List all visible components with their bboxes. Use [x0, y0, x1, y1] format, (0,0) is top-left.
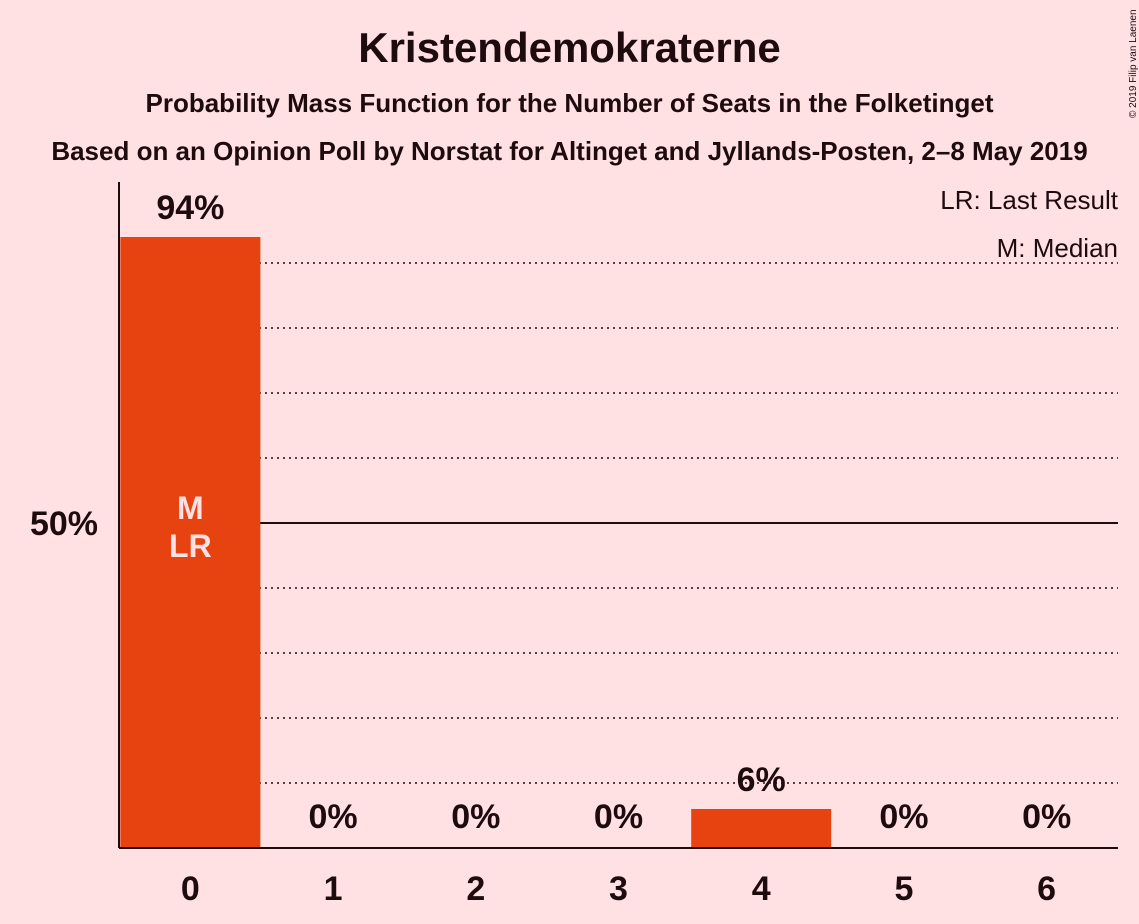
chart-subtitle: Probability Mass Function for the Number… [145, 88, 994, 118]
axes [118, 182, 1118, 849]
value-label-5: 0% [879, 798, 928, 836]
x-tick-label-4: 4 [752, 870, 771, 908]
x-tick-label-3: 3 [609, 870, 628, 908]
value-label-2: 0% [451, 798, 500, 836]
x-tick-label-6: 6 [1037, 870, 1056, 908]
value-label-4: 6% [737, 761, 786, 799]
bar-annotation-lr: LR [169, 528, 212, 564]
bars [120, 237, 832, 848]
legend-last-result: LR: Last Result [940, 185, 1119, 215]
bar-0 [120, 237, 261, 848]
x-tick-label-0: 0 [181, 870, 200, 908]
y-tick-label: 50% [30, 505, 98, 543]
tick-labels: 50% 0 1 2 3 4 5 6 [30, 505, 1056, 908]
gridlines [259, 262, 1118, 784]
legend: LR: Last Result M: Median [940, 185, 1119, 263]
value-label-3: 0% [594, 798, 643, 836]
chart-source: Based on an Opinion Poll by Norstat for … [51, 136, 1088, 166]
value-label-0: 94% [156, 189, 224, 227]
x-tick-label-5: 5 [894, 870, 913, 908]
value-label-1: 0% [309, 798, 358, 836]
value-label-6: 0% [1022, 798, 1071, 836]
bar-4 [691, 809, 832, 848]
x-tick-label-1: 1 [324, 870, 343, 908]
value-labels: 94% MLR 0% 0% 0% 6% 0% 0% [156, 189, 1071, 836]
legend-median: M: Median [997, 233, 1118, 263]
bar-annotation-m: M [177, 490, 204, 526]
chart-title: Kristendemokraterne [358, 24, 781, 71]
x-tick-label-2: 2 [466, 870, 485, 908]
